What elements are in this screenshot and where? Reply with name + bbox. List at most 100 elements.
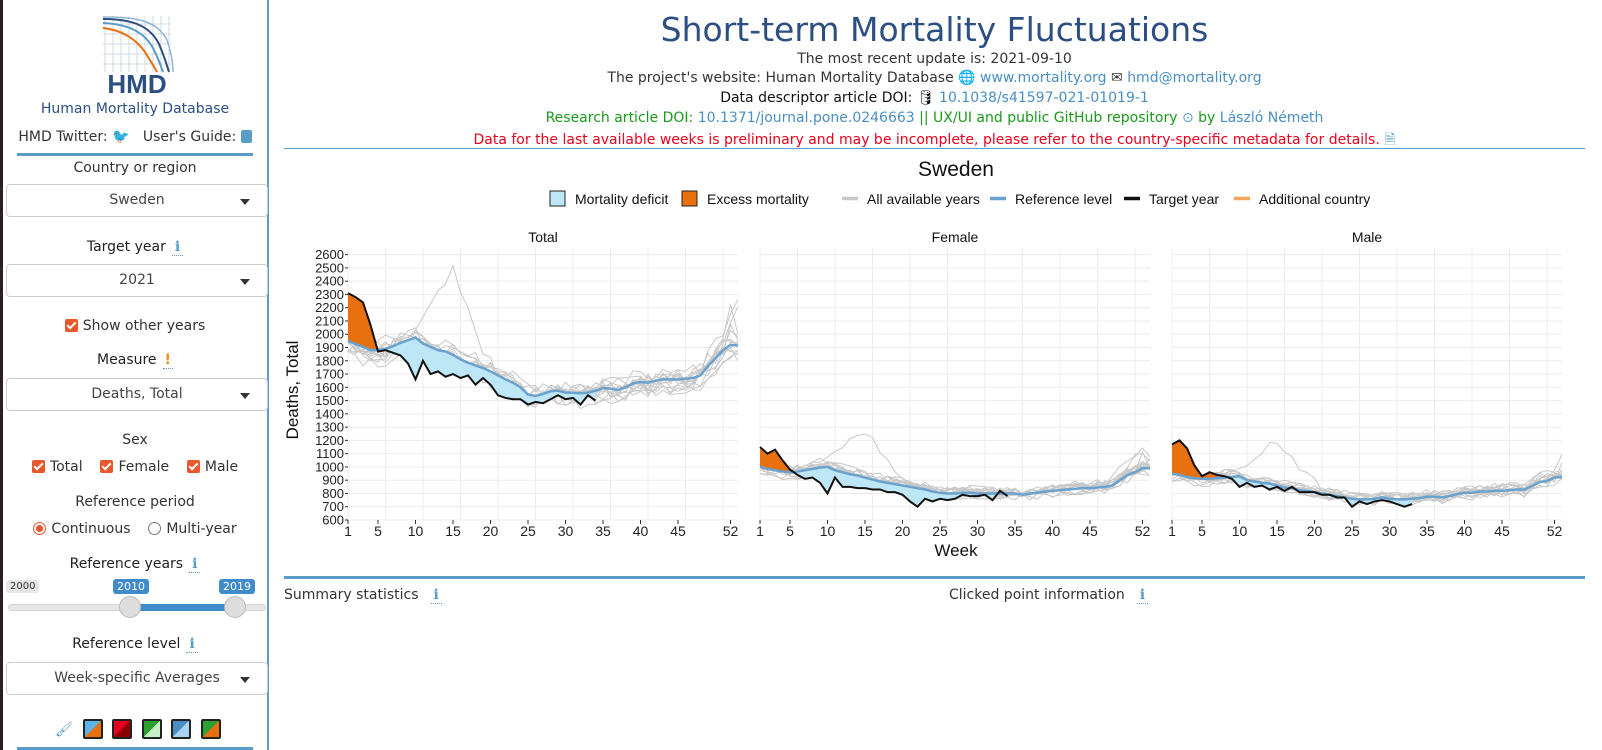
ref-period-label: Reference period (75, 494, 195, 510)
ref-level-label: Reference level (72, 636, 181, 652)
social-links: HMD Twitter: 🐦 User's Guide: (3, 129, 267, 145)
excess-area (1179, 440, 1187, 477)
sex-total-option[interactable]: Total (31, 459, 83, 475)
guide-book-icon[interactable] (240, 130, 252, 143)
info-icon[interactable]: i (189, 556, 201, 573)
y-tick-label: 2300 (315, 287, 344, 302)
info-icon[interactable]: i (1136, 587, 1149, 604)
x-tick-label: 15 (445, 523, 461, 539)
header-divider (284, 148, 1585, 149)
info-icon[interactable]: i (430, 587, 442, 604)
sex-female-option[interactable]: Female (100, 459, 169, 475)
chart-legend: Mortality deficit Excess mortality All ava… (549, 190, 1370, 207)
page-title: Short-term Mortality Fluctuations (660, 10, 1209, 49)
sex-male-checkbox[interactable] (186, 460, 200, 473)
sex-male-option[interactable]: Male (186, 459, 238, 475)
x-tick-label: 15 (857, 523, 873, 539)
author-link[interactable]: László Németh (1219, 110, 1324, 126)
palette-swatch[interactable] (201, 719, 221, 739)
continuous-label: Continuous (51, 521, 131, 537)
clicked-point-info: Clicked point information i (949, 587, 1149, 604)
twitter-icon[interactable]: 🐦 (112, 129, 130, 145)
excess-area (1187, 448, 1195, 479)
palette-swatch[interactable] (112, 719, 132, 739)
x-tick-label: 20 (483, 523, 499, 539)
sex-total-checkbox[interactable] (31, 460, 45, 473)
email-link[interactable]: hmd@mortality.org (1127, 70, 1262, 86)
ref-level-row: Reference level i (3, 636, 267, 653)
measure-select[interactable]: Deaths, Total (6, 378, 268, 411)
measure-label: Measure (97, 352, 157, 368)
y-tick-label: 700 (322, 499, 344, 514)
ref-period-options: Continuous Multi-year (3, 521, 267, 537)
research-prefix: Research article DOI: (545, 110, 694, 126)
legend-label: All available years (867, 191, 980, 207)
x-tick-label: 45 (1082, 523, 1098, 539)
show-other-years-checkbox[interactable] (64, 319, 78, 332)
continuous-option[interactable]: Continuous (33, 521, 131, 537)
ref-level-select[interactable]: Week-specific Averages (6, 662, 268, 695)
deficit-area (550, 390, 558, 400)
country-select[interactable]: Sweden (6, 184, 268, 217)
warning-text: Data for the last available weeks is pre… (473, 132, 1380, 148)
show-other-years-row[interactable]: Show other years (3, 318, 267, 334)
website-line: The project's website: Human Mortality D… (284, 70, 1585, 86)
deficit-area (1397, 499, 1405, 507)
y-tick-label: 2600 (315, 247, 344, 262)
chevron-down-icon (240, 279, 250, 285)
x-tick-label: 1 (344, 523, 352, 539)
deficit-area (902, 485, 910, 502)
target-year-label: Target year (86, 239, 166, 255)
target-year-line (759, 446, 1009, 509)
target-year-select[interactable]: 2021 (6, 264, 268, 297)
x-tick-label: 25 (1344, 523, 1360, 539)
info-icon[interactable]: i (171, 239, 184, 256)
x-tick-label: 25 (932, 523, 948, 539)
y-tick-label: 2000 (315, 327, 344, 342)
palette-swatch[interactable] (83, 719, 103, 739)
deficit-area (827, 466, 835, 494)
slider-to-label: 2019 (219, 579, 255, 594)
x-tick-label: 30 (558, 523, 574, 539)
excess-area (767, 449, 775, 471)
deficit-area (917, 488, 925, 507)
panel-title: Total (528, 229, 558, 245)
reference-line (1171, 472, 1563, 501)
sex-female-checkbox[interactable] (100, 460, 114, 473)
country-value: Sweden (109, 192, 165, 208)
slider-to-handle[interactable] (224, 596, 246, 618)
x-tick-label: 5 (374, 523, 382, 539)
x-tick-label: 52 (723, 523, 739, 539)
multi-year-option[interactable]: Multi-year (148, 521, 237, 537)
info-icon[interactable]: i (186, 636, 198, 653)
palette-swatch[interactable] (171, 719, 191, 739)
continuous-radio[interactable] (33, 522, 47, 535)
warning-icon[interactable]: ! (162, 352, 173, 369)
legend-label: Target year (1149, 191, 1219, 207)
deficit-area (842, 472, 850, 487)
descriptor-doi-link[interactable]: 10.1038/s41597-021-01019-1 (939, 90, 1149, 106)
sex-label: Sex (122, 432, 148, 448)
website-link[interactable]: www.mortality.org (980, 70, 1107, 86)
measure-value: Deaths, Total (91, 386, 183, 402)
github-text[interactable]: || UX/UI and public GitHub repository (919, 110, 1178, 126)
deficit-area (805, 468, 813, 479)
update-line: The most recent update is: 2021-09-10 (797, 51, 1072, 67)
y-tick-label: 1000 (315, 459, 344, 474)
deficit-area (505, 379, 513, 400)
legend-swatch (549, 190, 566, 207)
research-doi-link[interactable]: 10.1371/journal.pone.0246663 (697, 110, 915, 126)
hmd-logo[interactable]: HMD (99, 14, 175, 99)
y-tick-label: 900 (322, 473, 344, 488)
chevron-down-icon (240, 677, 250, 683)
mortality-chart[interactable]: Sweden Mortality deficit Excess mortality… (284, 152, 1585, 562)
multi-year-radio[interactable] (148, 522, 162, 535)
palette-swatch[interactable] (142, 719, 162, 739)
ref-years-slider-fill (130, 604, 235, 611)
github-icon[interactable]: ⊙ (1181, 110, 1194, 126)
y-tick-label: 600 (322, 513, 344, 528)
slider-from-handle[interactable] (119, 596, 141, 618)
pdf-file-icon[interactable]: 🗎 (1384, 132, 1396, 148)
deficit-area (468, 362, 476, 385)
